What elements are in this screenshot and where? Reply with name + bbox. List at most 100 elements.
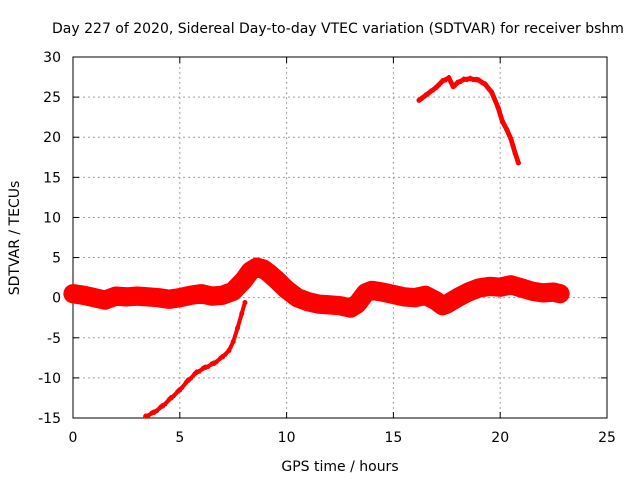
- data-point: [416, 97, 422, 103]
- data-point: [540, 290, 546, 296]
- series-markers: [144, 308, 245, 419]
- data-point: [551, 289, 557, 295]
- y-tick-label: 20: [43, 130, 61, 146]
- data-point: [234, 325, 240, 331]
- data-point: [326, 302, 332, 308]
- data-point: [160, 403, 166, 409]
- grid: [73, 57, 607, 418]
- data-point: [482, 81, 488, 87]
- data-point: [446, 75, 452, 81]
- data-point: [557, 291, 563, 297]
- data-point: [508, 282, 514, 288]
- data-point: [254, 264, 260, 270]
- series-main-band: [63, 257, 570, 318]
- data-point: [198, 291, 204, 297]
- data-point: [316, 301, 322, 307]
- data-point: [476, 77, 482, 83]
- axis-ticks: 0 5 10 15 20 25 -15 -10 -5 0 5 10 15 20 25 30: [38, 50, 616, 446]
- data-point: [230, 288, 236, 294]
- data-point: [454, 295, 460, 301]
- data-point: [226, 348, 232, 354]
- data-point: [91, 295, 97, 301]
- data-point: [363, 290, 369, 296]
- y-axis-label: SDTVAR / TECUs: [7, 181, 23, 296]
- y-tick-label: 15: [43, 170, 61, 186]
- data-point: [70, 291, 76, 297]
- data-point: [267, 271, 273, 277]
- data-point: [241, 277, 247, 283]
- data-point: [305, 299, 311, 305]
- data-point: [220, 292, 226, 298]
- data-point: [102, 297, 108, 303]
- data-point: [242, 299, 248, 305]
- y-tick-label: -15: [38, 411, 61, 427]
- data-point: [504, 126, 510, 132]
- data-point: [230, 339, 236, 345]
- data-point: [529, 288, 535, 294]
- data-point: [487, 283, 493, 289]
- data-point: [401, 294, 407, 300]
- data-point: [433, 298, 439, 304]
- data-point: [489, 89, 495, 95]
- data-point: [422, 93, 428, 99]
- data-point: [260, 266, 266, 272]
- data-point: [450, 84, 456, 90]
- data-point: [177, 295, 183, 301]
- y-tick-label: -5: [47, 331, 61, 347]
- x-tick-label: 25: [598, 430, 616, 446]
- data-point: [422, 292, 428, 298]
- data-point: [508, 136, 514, 142]
- data-point: [495, 105, 501, 111]
- data-point: [294, 295, 300, 301]
- series-group: [63, 74, 570, 419]
- data-point: [134, 293, 140, 299]
- data-point: [348, 305, 354, 311]
- y-tick-label: 30: [43, 50, 61, 66]
- data-point: [512, 150, 518, 156]
- data-point: [81, 292, 87, 298]
- data-point: [454, 80, 460, 86]
- plot-frame: [72, 56, 608, 419]
- data-point: [461, 76, 467, 82]
- data-point: [145, 294, 151, 300]
- data-point: [433, 84, 439, 90]
- y-tick-label: 10: [43, 210, 61, 226]
- data-point: [247, 268, 253, 274]
- data-point: [444, 301, 450, 307]
- data-point: [209, 293, 215, 299]
- data-point: [412, 295, 418, 301]
- data-point: [499, 118, 505, 124]
- data-point: [390, 291, 396, 297]
- data-point: [211, 360, 217, 366]
- data-point: [519, 285, 525, 291]
- data-point: [337, 303, 343, 309]
- series-band: [143, 300, 247, 419]
- y-tick-label: 5: [52, 251, 61, 267]
- data-point: [168, 395, 174, 401]
- data-point: [202, 364, 208, 370]
- x-tick-label: 20: [491, 430, 509, 446]
- data-point: [123, 294, 129, 300]
- data-point: [143, 413, 149, 419]
- data-point: [467, 76, 473, 82]
- data-point: [354, 301, 360, 307]
- data-point: [177, 387, 183, 393]
- series-rising-track: [143, 299, 248, 419]
- data-point: [380, 289, 386, 295]
- data-point: [440, 303, 446, 309]
- data-point: [497, 284, 503, 290]
- y-tick-label: 0: [52, 291, 61, 307]
- data-point: [151, 409, 157, 415]
- chart-title: Day 227 of 2020, Sidereal Day-to-day VTE…: [52, 21, 624, 37]
- x-tick-label: 15: [384, 430, 402, 446]
- data-point: [440, 78, 446, 84]
- data-point: [194, 369, 200, 375]
- x-axis-label: GPS time / hours: [281, 459, 398, 475]
- x-tick-label: 0: [69, 430, 78, 446]
- data-point: [284, 287, 290, 293]
- data-point: [187, 292, 193, 298]
- data-point: [465, 289, 471, 295]
- data-point: [166, 296, 172, 302]
- y-tick-label: -10: [38, 371, 61, 387]
